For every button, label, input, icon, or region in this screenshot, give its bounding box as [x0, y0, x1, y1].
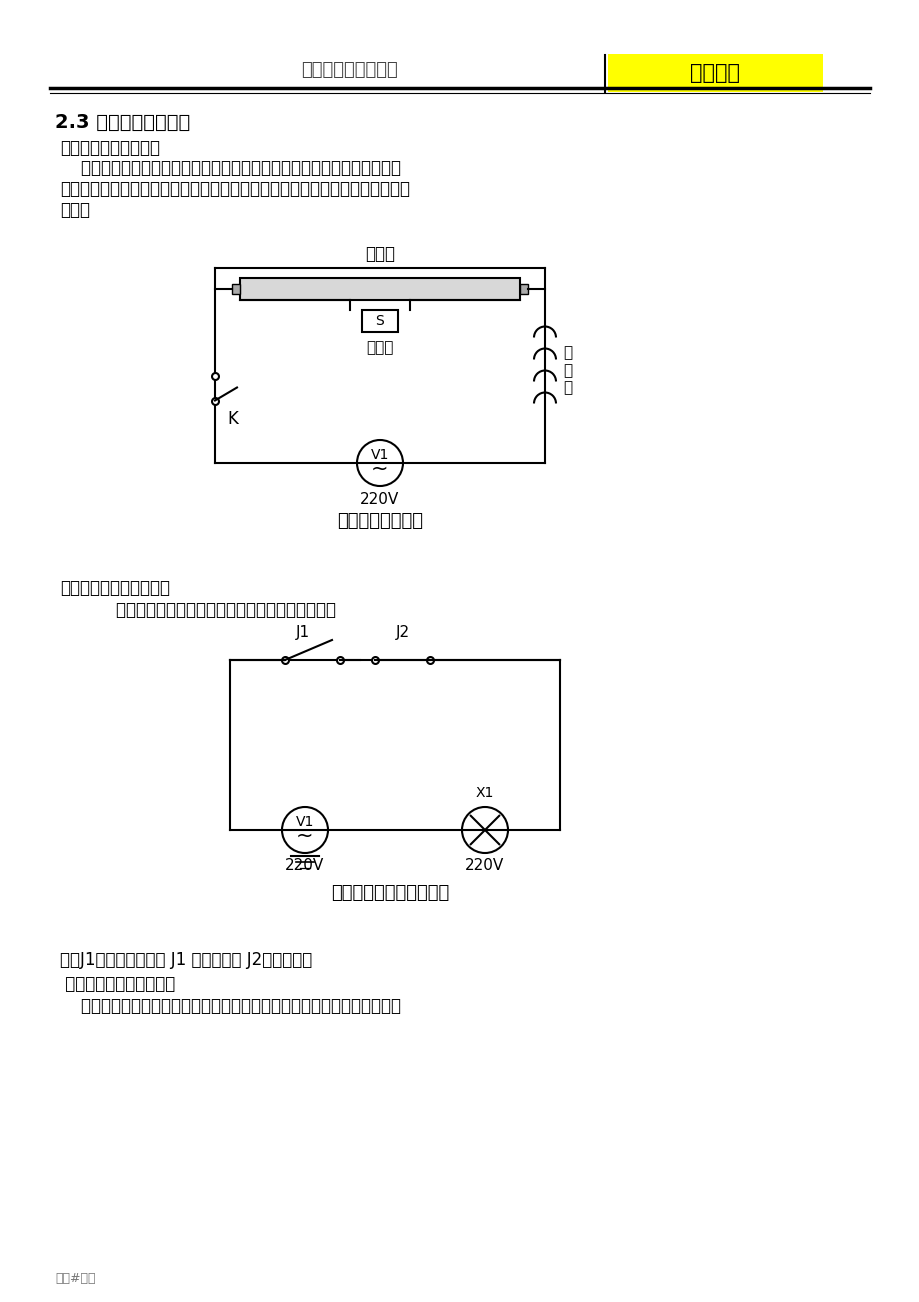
- Text: 2.3 实验步骤与电路图: 2.3 实验步骤与电路图: [55, 112, 190, 132]
- Text: 220V: 220V: [285, 858, 324, 874]
- Text: 日光灯安装电路图: 日光灯安装电路图: [336, 512, 423, 530]
- Text: 页眉页脚可一键删除: 页眉页脚可一键删除: [301, 61, 398, 79]
- Bar: [361, 310, 398, 332]
- Text: （三）三地照明控制系统: （三）三地照明控制系统: [60, 975, 175, 993]
- Text: 启辉器: 启辉器: [366, 341, 393, 355]
- Text: 220V: 220V: [465, 858, 505, 874]
- Text: 网络#借鉴: 网络#借鉴: [55, 1272, 96, 1285]
- Text: 异地双控照明控制电路图: 异地双控照明控制电路图: [331, 884, 448, 902]
- Bar: [240, 279, 519, 299]
- Text: 仅供借鉴: 仅供借鉴: [689, 62, 739, 83]
- Text: 合上J1，电灯亮。保持 J1 闭合，断开 J2，电灯灭。: 合上J1，电灯亮。保持 J1 闭合，断开 J2，电灯灭。: [60, 950, 312, 969]
- Text: ~: ~: [371, 460, 389, 479]
- Text: J1: J1: [295, 625, 309, 639]
- Text: V1: V1: [296, 815, 314, 829]
- Text: X1: X1: [475, 786, 494, 799]
- Text: S: S: [375, 314, 384, 328]
- Text: （一）日光灯实训电路: （一）日光灯实训电路: [60, 139, 160, 158]
- Text: 工作。: 工作。: [60, 201, 90, 219]
- Text: K: K: [227, 410, 238, 427]
- Text: J2: J2: [395, 625, 409, 639]
- Text: 以三开关异地控制一盏灯为例，设计相应的控制电路。电源采用单相交流: 以三开关异地控制一盏灯为例，设计相应的控制电路。电源采用单相交流: [60, 997, 401, 1016]
- Bar: [519, 284, 528, 294]
- Text: （二）异地照明控制系统: （二）异地照明控制系统: [60, 579, 170, 598]
- Text: 如图正确连接电路，此状态处于初始状态，电灯未: 如图正确连接电路，此状态处于初始状态，电灯未: [95, 602, 335, 618]
- Text: ~: ~: [296, 825, 313, 846]
- Text: 在熟悉了日光灯的工作原理的前提下，不带电操作，依次将日光灯、启辉: 在熟悉了日光灯的工作原理的前提下，不带电操作，依次将日光灯、启辉: [60, 159, 401, 177]
- Text: 日光灯: 日光灯: [365, 245, 394, 263]
- Bar: [607, 53, 823, 92]
- Text: 镇
流
器: 镇 流 器: [562, 345, 572, 396]
- Text: 器、镇流器连接成如图所示电路，检验电路无误后，闭合单刀开关，日光灯正常: 器、镇流器连接成如图所示电路，检验电路无误后，闭合单刀开关，日光灯正常: [60, 180, 410, 198]
- Text: 220V: 220V: [360, 491, 399, 506]
- Text: V1: V1: [370, 448, 389, 462]
- Bar: [232, 284, 240, 294]
